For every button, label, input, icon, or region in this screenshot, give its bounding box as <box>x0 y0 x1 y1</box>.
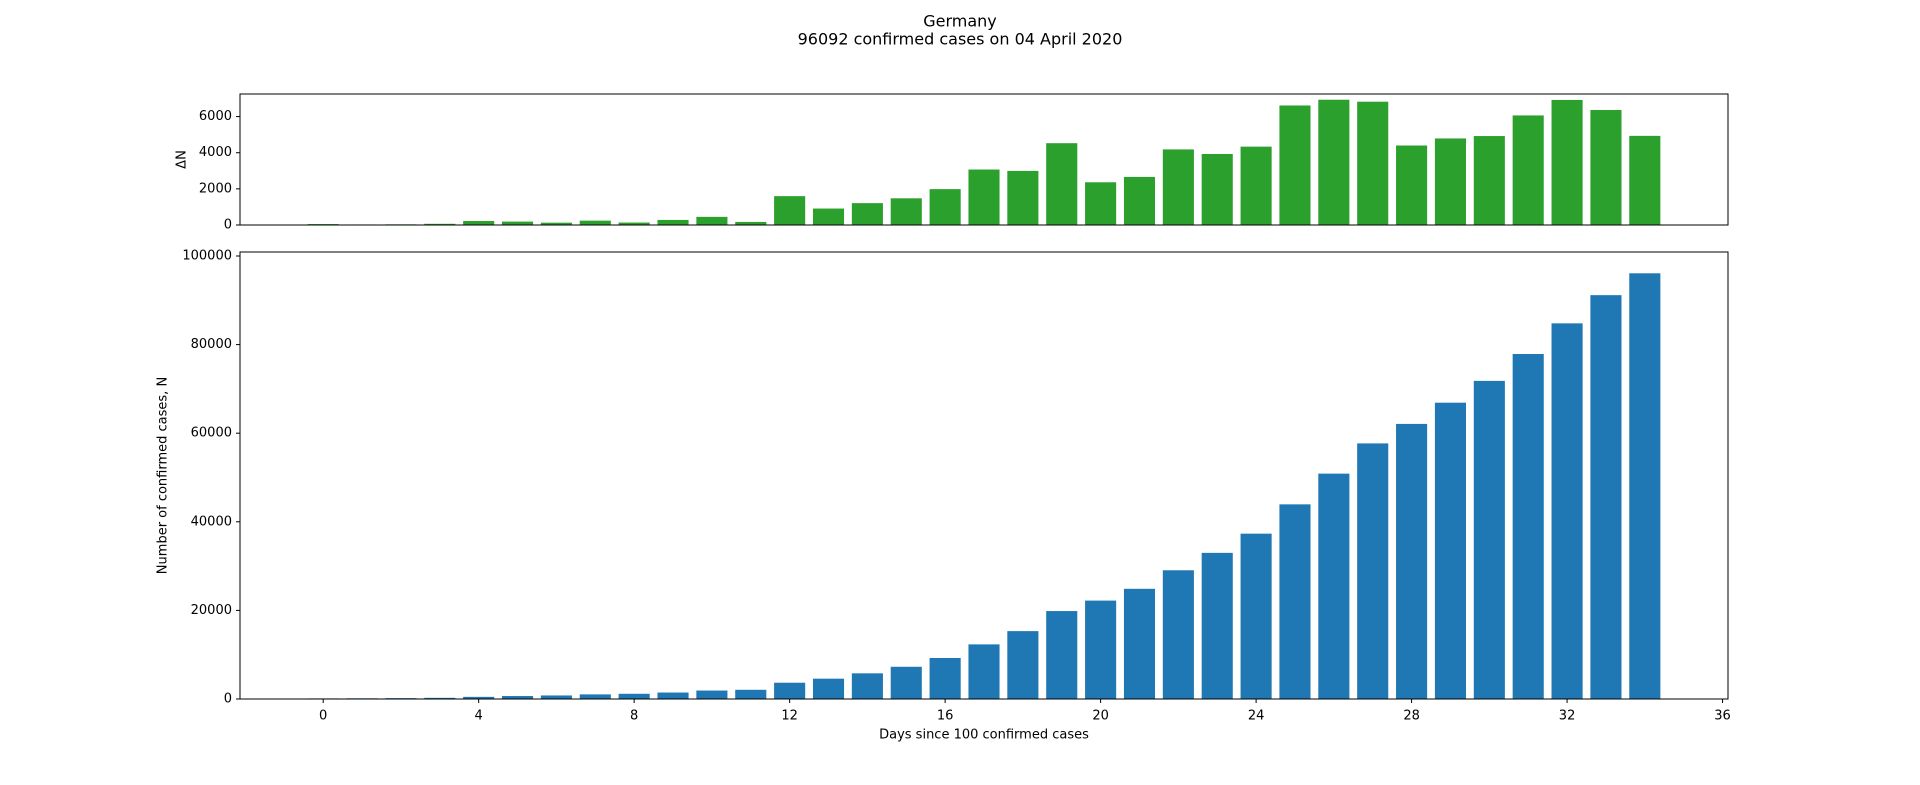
bar <box>1046 611 1078 699</box>
bar <box>1279 504 1311 699</box>
bar <box>1434 402 1467 699</box>
bar <box>1629 273 1661 699</box>
bar <box>890 198 922 225</box>
bar <box>1318 99 1350 225</box>
y-axis-label: Number of confirmed cases, N <box>156 377 171 574</box>
y-tick-label: 6000 <box>199 109 232 124</box>
bar <box>929 189 961 225</box>
bar <box>540 695 572 699</box>
y-tick-label: 4000 <box>199 145 232 160</box>
bar <box>657 692 689 699</box>
bar <box>968 644 1000 699</box>
bar <box>1085 600 1117 699</box>
bar <box>1590 109 1622 225</box>
bar <box>1357 443 1389 699</box>
x-tick-label: 32 <box>1559 709 1576 724</box>
bar <box>1007 631 1039 699</box>
bar <box>812 208 845 225</box>
bar <box>1357 101 1389 225</box>
x-tick-label: 28 <box>1403 709 1420 724</box>
bar <box>1551 99 1583 225</box>
bar <box>424 223 456 225</box>
y-tick-label: 20000 <box>191 603 232 618</box>
chart-title: Germany <box>923 12 997 31</box>
y-tick-label: 60000 <box>191 426 232 441</box>
chart-subtitle: 96092 confirmed cases on 04 April 2020 <box>798 30 1123 49</box>
bar <box>501 221 534 225</box>
bar <box>1123 176 1156 225</box>
y-tick-label: 40000 <box>191 514 232 529</box>
bar <box>1201 552 1233 699</box>
bar <box>851 203 883 225</box>
bar <box>463 696 495 699</box>
bar <box>735 221 767 225</box>
bar <box>1318 473 1350 699</box>
bar <box>1240 146 1272 225</box>
bar <box>774 682 806 699</box>
bar <box>1434 138 1467 225</box>
bar <box>1201 153 1233 225</box>
x-tick-label: 8 <box>630 709 638 724</box>
bar <box>1551 323 1583 699</box>
bar <box>1512 354 1544 699</box>
x-tick-label: 24 <box>1248 709 1265 724</box>
bar <box>1240 533 1272 699</box>
bar <box>696 216 728 225</box>
bar <box>968 169 1000 225</box>
bar <box>1396 145 1428 225</box>
x-tick-label: 20 <box>1092 709 1109 724</box>
x-tick-label: 12 <box>781 709 798 724</box>
y-axis-label: ΔN <box>175 150 190 169</box>
axes-frame <box>239 93 1729 226</box>
y-tick-label: 0 <box>224 692 232 707</box>
bar <box>812 678 845 699</box>
bar <box>1123 588 1156 699</box>
bar <box>579 220 611 225</box>
bar <box>1085 182 1117 225</box>
x-tick-label: 36 <box>1714 709 1731 724</box>
x-axis-label: Days since 100 confirmed cases <box>879 728 1089 743</box>
bar <box>463 221 495 225</box>
bar <box>1473 380 1505 699</box>
y-tick-label: 100000 <box>182 248 232 263</box>
x-tick-label: 0 <box>319 709 327 724</box>
bar <box>1046 143 1078 225</box>
bar <box>1629 135 1661 225</box>
bar <box>618 222 650 225</box>
bar <box>1162 570 1194 699</box>
bar <box>1473 136 1505 225</box>
bar <box>696 690 728 699</box>
axes-frame <box>239 251 1729 700</box>
x-tick-label: 16 <box>937 709 954 724</box>
bar <box>618 693 650 699</box>
y-tick-label: 80000 <box>191 337 232 352</box>
bar <box>424 697 456 699</box>
bar <box>1279 105 1311 225</box>
bar <box>1512 115 1544 225</box>
bar <box>929 657 961 699</box>
bar <box>1396 423 1428 699</box>
y-tick-label: 0 <box>224 218 232 233</box>
y-tick-label: 2000 <box>199 181 232 196</box>
bar <box>540 222 572 225</box>
bar <box>501 696 534 699</box>
bar <box>579 694 611 699</box>
bar <box>1162 149 1194 225</box>
bar <box>851 673 883 699</box>
bar <box>735 689 767 699</box>
bar <box>774 196 806 225</box>
bar <box>657 219 689 225</box>
x-tick-label: 4 <box>475 709 483 724</box>
bar <box>890 666 922 699</box>
bar <box>1590 295 1622 699</box>
bar <box>1007 170 1039 225</box>
